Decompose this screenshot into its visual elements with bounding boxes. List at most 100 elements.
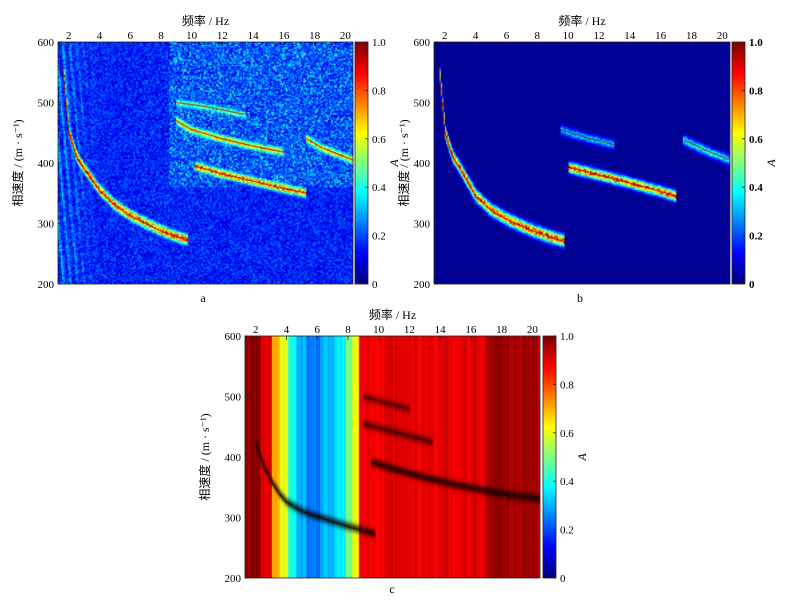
- x-tick-label: 16: [278, 30, 290, 42]
- colorbar-gradient: [355, 42, 368, 284]
- x-tick-label: 14: [435, 324, 447, 336]
- dispersion-curve-higher-4: [683, 139, 731, 161]
- x-tick-label: 8: [535, 30, 541, 42]
- x-tick-label: 4: [473, 30, 479, 42]
- x-tick-label: 4: [97, 30, 103, 42]
- x-axis-label: 频率 / Hz: [182, 13, 229, 28]
- colorbar-tick-label: 0: [372, 279, 378, 291]
- x-tick-label: 18: [496, 324, 508, 336]
- x-tick-label: 6: [504, 30, 510, 42]
- colorbar-tick-label: 0.4: [372, 182, 386, 194]
- colorbar-tick-label: 0.6: [749, 134, 763, 146]
- colorbar-label: A: [387, 159, 401, 168]
- heatmap-image: [58, 42, 353, 284]
- dispersion-curve-higher-4: [306, 138, 354, 161]
- panel-label: a: [200, 291, 206, 305]
- x-tick-label: 20: [717, 30, 729, 42]
- x-tick-label: 2: [253, 324, 259, 336]
- colorbar-tick-label: 0.2: [749, 231, 763, 243]
- x-tick-label: 6: [314, 324, 320, 336]
- x-tick-label: 12: [593, 30, 604, 42]
- colorbar-tick-label: 0.6: [560, 428, 574, 440]
- x-axis-label: 频率 / Hz: [558, 13, 605, 28]
- y-tick-label: 400: [38, 158, 55, 170]
- y-tick-label: 500: [414, 98, 431, 110]
- colorbar-tick-label: 0.2: [560, 525, 574, 537]
- panel-label: c: [389, 582, 394, 596]
- colorbar-tick-label: 0: [560, 573, 566, 585]
- y-axis-label: 相速度 / (m · s⁻¹): [396, 119, 411, 206]
- x-tick-label: 14: [624, 30, 636, 42]
- x-axis-label: 频率 / Hz: [369, 307, 416, 322]
- y-axis-label: 相速度 / (m · s⁻¹): [10, 119, 25, 206]
- x-tick-label: 4: [284, 324, 290, 336]
- x-tick-label: 2: [442, 30, 448, 42]
- colorbar-frame: [731, 41, 746, 285]
- colorbar-tick-label: 0.4: [749, 182, 763, 194]
- colorbar-tick-label: 0.2: [372, 231, 386, 243]
- heatmap-image: [245, 336, 540, 578]
- x-tick-label: 8: [158, 30, 164, 42]
- y-tick-label: 200: [414, 279, 431, 291]
- x-tick-label: 18: [686, 30, 698, 42]
- colorbar-gradient: [732, 42, 745, 284]
- x-tick-label: 8: [345, 324, 351, 336]
- colorbar-tick-label: 1.0: [560, 331, 574, 343]
- x-tick-label: 6: [127, 30, 133, 42]
- x-tick-label: 12: [217, 30, 228, 42]
- dispersion-curve-higher-2: [560, 129, 615, 146]
- heatmap-image: [434, 42, 730, 284]
- colorbar-tick-label: 0.8: [749, 85, 763, 97]
- y-tick-label: 500: [225, 392, 242, 404]
- y-tick-label: 300: [225, 513, 242, 525]
- x-tick-label: 14: [248, 30, 260, 42]
- dispersion-curve-higher-1: [370, 461, 541, 500]
- colorbar-tick-label: 1.0: [749, 37, 763, 49]
- colorbar-tick-label: 1.0: [372, 37, 386, 49]
- dispersion-curve-higher-2: [363, 422, 433, 443]
- colorbar-frame: [542, 335, 557, 579]
- colorbar-frame: [354, 41, 369, 285]
- x-tick-label: 20: [527, 324, 539, 336]
- dispersion-curve-higher-3: [363, 395, 410, 410]
- colorbar-gradient: [543, 336, 556, 578]
- x-tick-label: 20: [340, 30, 352, 42]
- y-tick-label: 500: [38, 98, 55, 110]
- dispersion-curve-higher-1: [194, 165, 308, 194]
- colorbar-tick-label: 0.8: [372, 85, 386, 97]
- x-tick-label: 12: [404, 324, 415, 336]
- x-tick-label: 16: [465, 324, 477, 336]
- dispersion-curve-fundamental: [255, 444, 376, 536]
- dispersion-curve-fundamental: [61, 66, 189, 242]
- x-tick-label: 18: [309, 30, 321, 42]
- y-tick-label: 600: [225, 331, 242, 343]
- colorbar-label: A: [575, 453, 589, 462]
- y-axis-label: 相速度 / (m · s⁻¹): [197, 413, 212, 500]
- y-tick-label: 600: [38, 37, 55, 49]
- heatmap-panel-a: 2 4 6 8 10 12 14 16 18 20 频率 / Hz 200 300 400 500 600 相速…: [10, 13, 401, 305]
- y-tick-label: 600: [414, 37, 431, 49]
- x-tick-label: 16: [655, 30, 667, 42]
- y-tick-label: 300: [414, 219, 431, 231]
- panel-label: b: [577, 291, 583, 305]
- heatmap-panel-b: 2 4 6 8 10 12 14 16 18 20 频率 / Hz 200 300 400 500 600 相速…: [396, 13, 778, 305]
- dispersion-curve-higher-1: [567, 166, 677, 197]
- y-tick-label: 400: [225, 452, 242, 464]
- y-tick-label: 300: [38, 219, 55, 231]
- x-tick-label: 2: [66, 30, 72, 42]
- dispersion-curve-fundamental: [437, 66, 566, 243]
- y-tick-label: 200: [225, 573, 242, 585]
- x-tick-label: 10: [563, 30, 575, 42]
- colorbar-label: A: [764, 159, 778, 168]
- y-tick-label: 200: [38, 279, 55, 291]
- x-tick-label: 10: [373, 324, 385, 336]
- y-tick-label: 400: [414, 158, 431, 170]
- colorbar-tick-label: 0.4: [560, 476, 574, 488]
- colorbar-tick-label: 0.8: [560, 379, 574, 391]
- x-tick-label: 10: [186, 30, 198, 42]
- dispersion-curve-higher-3: [176, 101, 246, 116]
- colorbar-tick-label: 0.6: [372, 134, 386, 146]
- colorbar-tick-label: 0: [749, 279, 755, 291]
- dispersion-curve-higher-2: [175, 120, 285, 153]
